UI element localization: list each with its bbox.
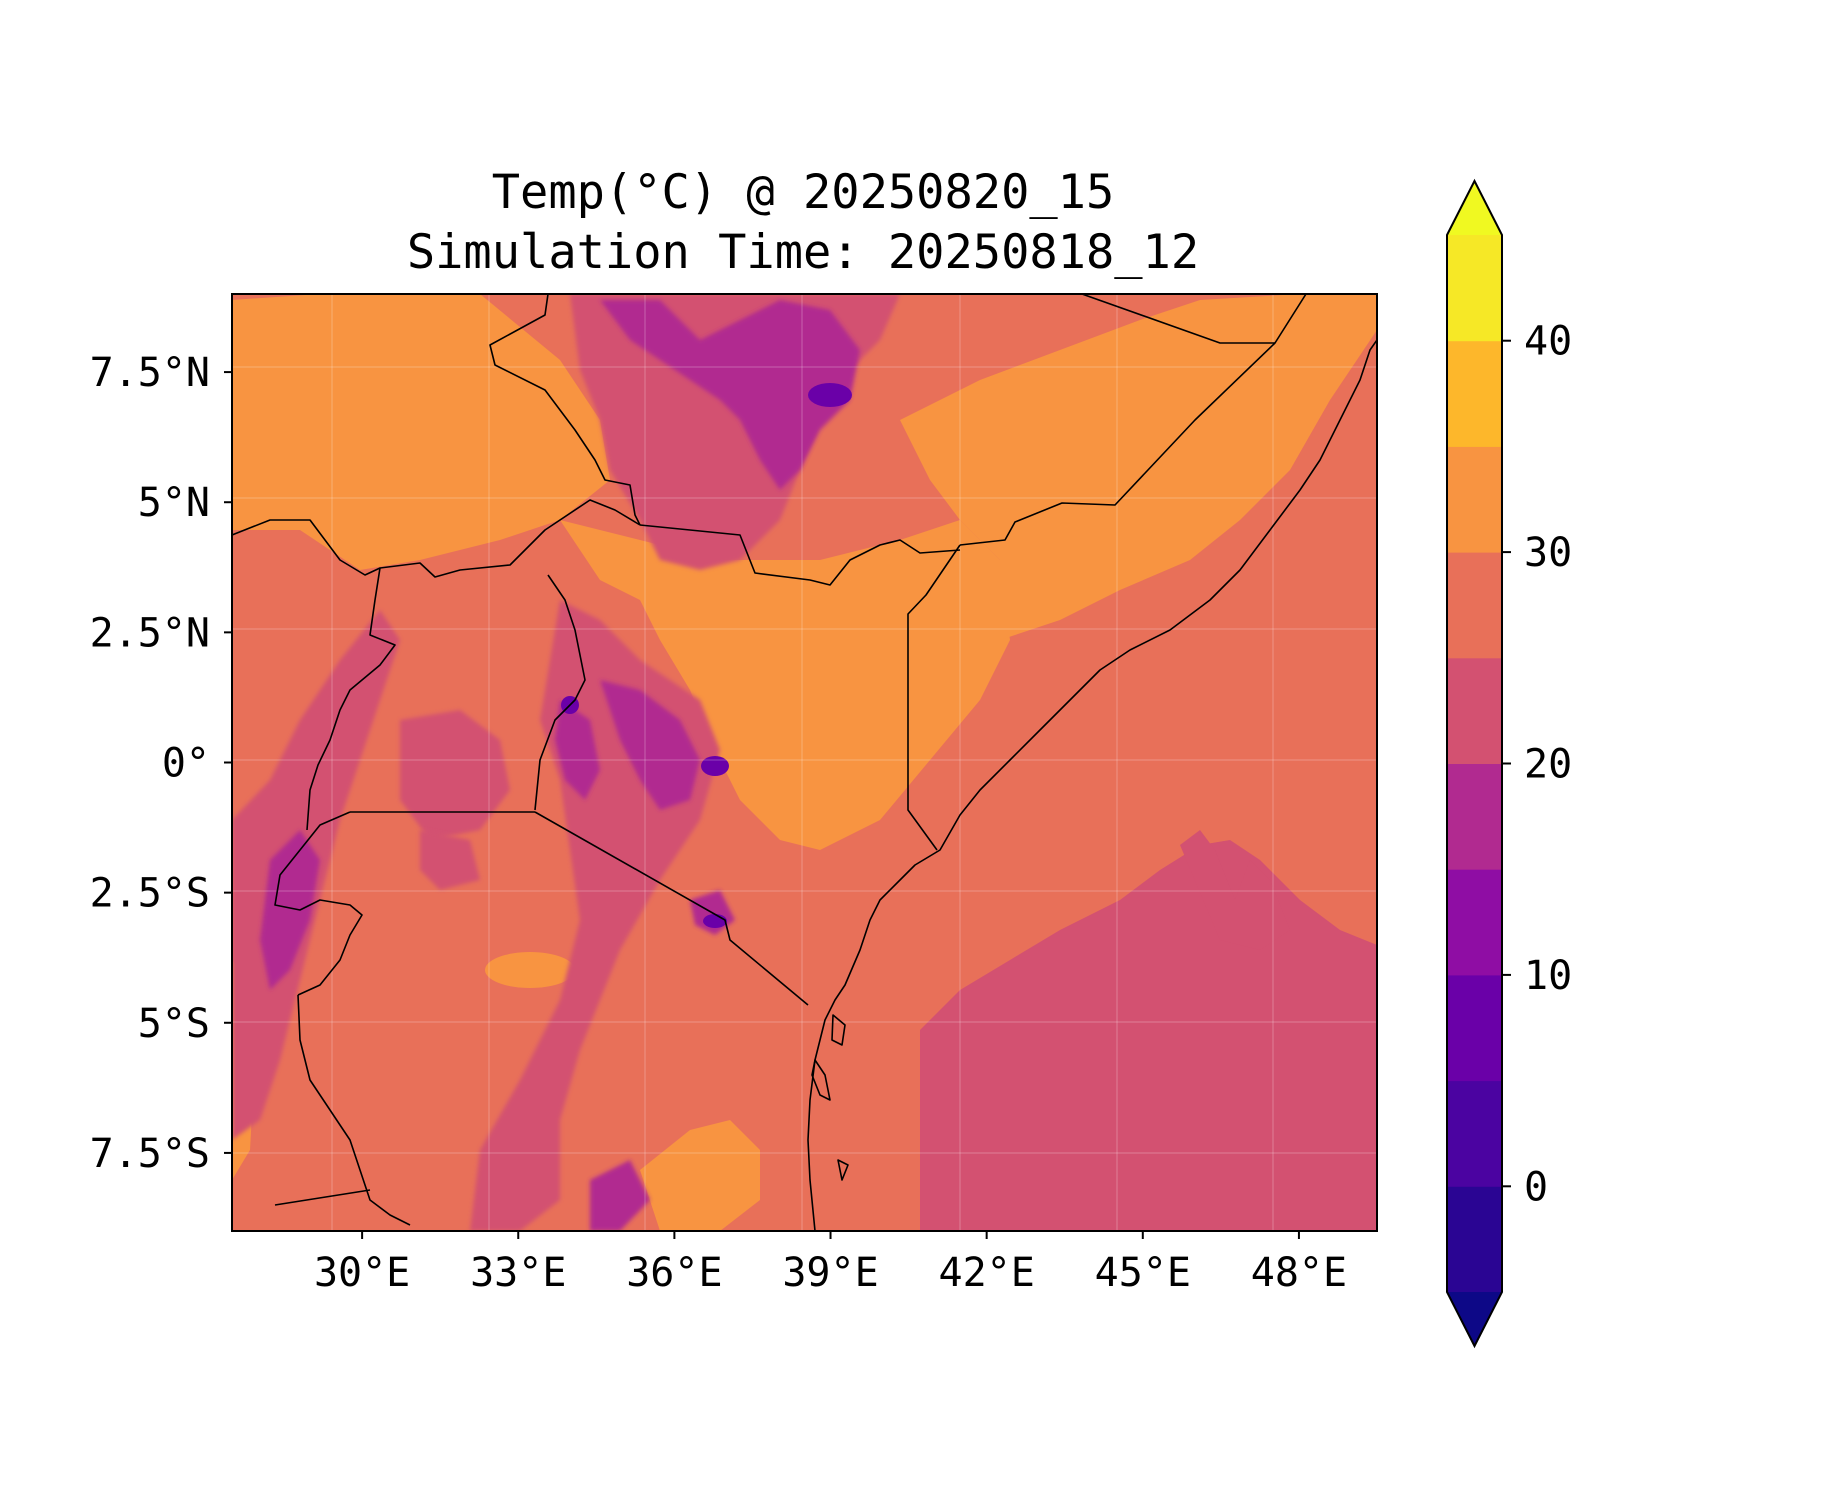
- uganda-kenya-border: [534, 574, 586, 811]
- colorbar-tick-label: 20: [1524, 742, 1572, 788]
- colorbar-segment: [1447, 446, 1502, 553]
- colorbar-segment: [1447, 340, 1502, 447]
- lake-tanganyika-shore: [297, 994, 411, 1226]
- colorbar-tick-label: 10: [1524, 953, 1572, 999]
- ocean-cool-tongue: [1180, 830, 1290, 950]
- y-tick-label: 7.5°N: [90, 350, 210, 396]
- map-title-line1: Temp(°C) @ 20250820_15: [492, 165, 1115, 220]
- colorbar-segment: [1447, 552, 1502, 659]
- rwanda-burundi-border: [274, 811, 363, 996]
- x-axis: 30°E 33°E 36°E 39°E 42°E 45°E 48°E: [314, 1231, 1347, 1296]
- zanzibar-island: [811, 1059, 831, 1101]
- south-sudan-uganda-kenya-border: [232, 499, 641, 578]
- map-title-line2: Simulation Time: 20250818_12: [407, 225, 1199, 280]
- y-tick-label: 5°N: [138, 480, 210, 526]
- colorbar: 0 10 20 30 40: [1446, 178, 1572, 1349]
- y-tick-label: 2.5°S: [90, 871, 210, 917]
- colorbar-segment: [1447, 1080, 1502, 1187]
- ethiopia-somalia-border: [959, 294, 1307, 546]
- x-tick-label: 36°E: [626, 1250, 722, 1296]
- western-rift-cool: [260, 830, 320, 990]
- ethiopian-highlands-cool: [600, 300, 860, 490]
- y-tick-label: 5°S: [138, 1001, 210, 1047]
- x-tick-label: 30°E: [314, 1250, 410, 1296]
- zambia-border: [274, 1189, 371, 1206]
- colorbar-segment: [1447, 1186, 1502, 1293]
- colorbar-tick-label: 0: [1524, 1164, 1548, 1210]
- pemba-island: [831, 1014, 846, 1046]
- country-borders: [232, 294, 1377, 1231]
- colorbar-under-arrow: [1447, 1292, 1502, 1346]
- tanzania-kenya-border: [534, 811, 809, 1006]
- gridlines: [232, 294, 1377, 1231]
- colorbar-segment: [1447, 657, 1502, 764]
- south-sudan-warm-region: [232, 294, 610, 570]
- south-warm-patch: [640, 1120, 760, 1231]
- tanzania-warm-patch: [485, 952, 575, 988]
- kenya-somalia-border: [907, 544, 961, 851]
- colorbar-tick-label: 30: [1524, 530, 1572, 576]
- south-sudan-ethiopia-border: [489, 294, 641, 526]
- x-tick-label: 45°E: [1095, 1250, 1191, 1296]
- ethiopia-cold-core: [808, 383, 852, 407]
- colorbar-segment: [1447, 869, 1502, 976]
- colorbar-outline: [1446, 178, 1503, 1349]
- tanzania-mid-patch: [420, 830, 480, 890]
- kenya-ethiopia-border: [639, 524, 961, 586]
- x-tick-label: 42°E: [938, 1250, 1034, 1296]
- temperature-field: [232, 294, 1377, 1231]
- x-tick-label: 39°E: [782, 1250, 878, 1296]
- colorbar-tick-label: 40: [1524, 319, 1572, 365]
- colorbar-over-arrow: [1447, 181, 1502, 235]
- uganda-mid-patch: [400, 710, 510, 840]
- kenya-cold-core: [701, 756, 729, 776]
- northern-kenya-warm-region: [560, 520, 1010, 850]
- colorbar-segment: [1447, 974, 1502, 1082]
- kilimanjaro-cold-core: [703, 914, 727, 928]
- y-tick-label: 7.5°S: [90, 1131, 210, 1177]
- x-tick-label: 48°E: [1251, 1250, 1347, 1296]
- y-tick-label: 0°: [162, 741, 210, 787]
- y-tick-label: 2.5°N: [90, 610, 210, 656]
- x-tick-label: 33°E: [470, 1250, 566, 1296]
- somalia-warm-region: [900, 294, 1377, 640]
- kenyan-highlands-cool: [600, 680, 700, 810]
- mafia-island: [837, 1159, 849, 1181]
- uganda-west-border: [306, 567, 396, 831]
- colorbar-segment: [1447, 235, 1502, 342]
- rift-valley-cool: [555, 700, 600, 800]
- y-axis: 7.5°N 5°N 2.5°N 0° 2.5°S 5°S 7.5°S: [90, 350, 232, 1177]
- colorbar-segment: [1447, 763, 1502, 870]
- ethiopia-somaliland-border: [1081, 294, 1275, 344]
- southern-highlands-cool: [590, 1160, 650, 1231]
- coastline: [807, 339, 1377, 1231]
